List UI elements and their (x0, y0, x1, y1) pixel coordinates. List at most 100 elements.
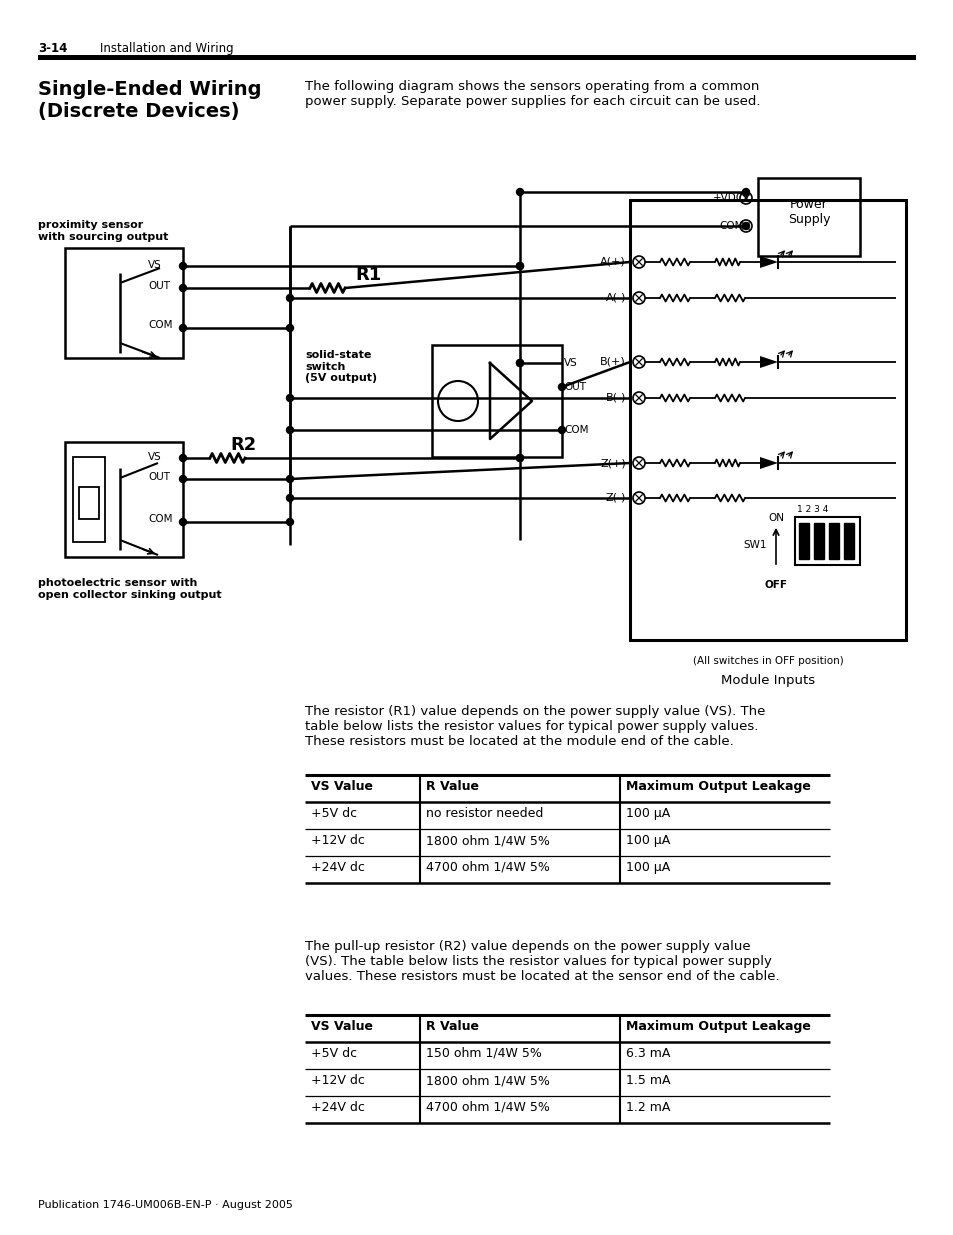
Circle shape (286, 426, 294, 433)
Bar (432, 345, 561, 457)
Text: +12V dc: +12V dc (311, 1074, 364, 1087)
Text: Z(-): Z(-) (605, 493, 625, 503)
Text: 1800 ohm 1/4W 5%: 1800 ohm 1/4W 5% (426, 1074, 549, 1087)
Text: photoelectric sensor with
open collector sinking output: photoelectric sensor with open collector… (38, 578, 221, 600)
Text: 1800 ohm 1/4W 5%: 1800 ohm 1/4W 5% (426, 834, 549, 847)
Circle shape (286, 394, 294, 401)
Circle shape (179, 263, 186, 269)
Circle shape (286, 494, 294, 501)
Bar (799, 522, 808, 559)
Text: 4700 ohm 1/4W 5%: 4700 ohm 1/4W 5% (426, 1100, 549, 1114)
Text: Maximum Output Leakage: Maximum Output Leakage (625, 1020, 810, 1032)
Bar (629, 200, 905, 640)
Text: COM: COM (563, 425, 588, 435)
Circle shape (516, 263, 523, 269)
Text: proximity sensor
with sourcing output: proximity sensor with sourcing output (38, 220, 168, 242)
Text: OUT: OUT (563, 382, 585, 391)
Text: R Value: R Value (426, 781, 478, 793)
Text: R Value: R Value (426, 1020, 478, 1032)
Circle shape (516, 359, 523, 367)
Text: COM: COM (148, 514, 172, 524)
Bar (38, 56, 915, 61)
Text: 1.5 mA: 1.5 mA (625, 1074, 670, 1087)
Polygon shape (760, 256, 778, 268)
Circle shape (286, 475, 294, 483)
Text: Z(+): Z(+) (599, 458, 625, 468)
Text: VS Value: VS Value (311, 1020, 373, 1032)
Bar (843, 522, 853, 559)
Bar (73, 457, 105, 542)
Bar (65, 248, 183, 358)
Circle shape (741, 189, 749, 195)
Text: 3-14: 3-14 (38, 42, 68, 56)
Text: Publication 1746-UM006B-EN-P · August 2005: Publication 1746-UM006B-EN-P · August 20… (38, 1200, 293, 1210)
Text: 150 ohm 1/4W 5%: 150 ohm 1/4W 5% (426, 1047, 541, 1060)
Text: (All switches in OFF position): (All switches in OFF position) (692, 656, 842, 666)
Text: R1: R1 (355, 266, 381, 284)
Circle shape (516, 359, 523, 367)
Text: R2: R2 (230, 436, 256, 454)
Circle shape (516, 454, 523, 462)
Bar (794, 517, 859, 564)
Text: no resistor needed: no resistor needed (426, 806, 543, 820)
Text: B(-): B(-) (605, 393, 625, 403)
Text: Installation and Wiring: Installation and Wiring (100, 42, 233, 56)
Text: +5V dc: +5V dc (311, 806, 356, 820)
Circle shape (516, 189, 523, 195)
Text: 100 μA: 100 μA (625, 861, 670, 874)
Text: COM: COM (719, 221, 743, 231)
Text: 6.3 mA: 6.3 mA (625, 1047, 670, 1060)
Circle shape (516, 454, 523, 462)
Text: +12V dc: +12V dc (311, 834, 364, 847)
Circle shape (179, 519, 186, 526)
Text: ON: ON (767, 513, 783, 522)
Bar (828, 522, 838, 559)
Text: The pull-up resistor (R2) value depends on the power supply value
(VS). The tabl: The pull-up resistor (R2) value depends … (305, 940, 779, 983)
Text: Maximum Output Leakage: Maximum Output Leakage (625, 781, 810, 793)
Text: A(+): A(+) (599, 257, 625, 267)
Circle shape (741, 222, 749, 230)
Circle shape (286, 294, 294, 301)
Circle shape (286, 519, 294, 526)
Circle shape (286, 325, 294, 331)
Circle shape (179, 454, 186, 462)
Text: Module Inputs: Module Inputs (720, 674, 814, 687)
Text: Single-Ended Wiring
(Discrete Devices): Single-Ended Wiring (Discrete Devices) (38, 80, 261, 121)
Circle shape (179, 325, 186, 331)
Text: +5V dc: +5V dc (311, 1047, 356, 1060)
Text: Power
Supply: Power Supply (787, 198, 829, 226)
Circle shape (558, 384, 565, 390)
Text: SW1: SW1 (742, 540, 765, 550)
Polygon shape (760, 457, 778, 469)
Text: VS Value: VS Value (311, 781, 373, 793)
Text: VS: VS (148, 261, 162, 270)
Text: A(-): A(-) (605, 293, 625, 303)
Circle shape (558, 426, 565, 433)
Text: +24V dc: +24V dc (311, 861, 364, 874)
Text: +24V dc: +24V dc (311, 1100, 364, 1114)
Text: 4700 ohm 1/4W 5%: 4700 ohm 1/4W 5% (426, 861, 549, 874)
Text: +VDC: +VDC (712, 193, 743, 203)
Text: solid-state
switch
(5V output): solid-state switch (5V output) (305, 350, 376, 383)
Text: The resistor (R1) value depends on the power supply value (VS). The
table below : The resistor (R1) value depends on the p… (305, 705, 764, 748)
Text: 100 μA: 100 μA (625, 834, 670, 847)
Circle shape (179, 475, 186, 483)
Bar (758, 178, 859, 256)
Text: 1.2 mA: 1.2 mA (625, 1100, 670, 1114)
Bar (65, 442, 183, 557)
Text: B(+): B(+) (599, 357, 625, 367)
Polygon shape (760, 356, 778, 368)
Bar (79, 487, 99, 519)
Text: 1 2 3 4: 1 2 3 4 (796, 505, 827, 514)
Text: 100 μA: 100 μA (625, 806, 670, 820)
Text: OFF: OFF (763, 580, 786, 590)
Text: VS: VS (148, 452, 162, 462)
Text: COM: COM (148, 320, 172, 330)
Text: OUT: OUT (148, 472, 170, 482)
Bar (813, 522, 823, 559)
Circle shape (516, 263, 523, 269)
Text: OUT: OUT (148, 282, 170, 291)
Text: The following diagram shows the sensors operating from a common
power supply. Se: The following diagram shows the sensors … (305, 80, 760, 107)
Circle shape (179, 284, 186, 291)
Text: VS: VS (563, 358, 578, 368)
